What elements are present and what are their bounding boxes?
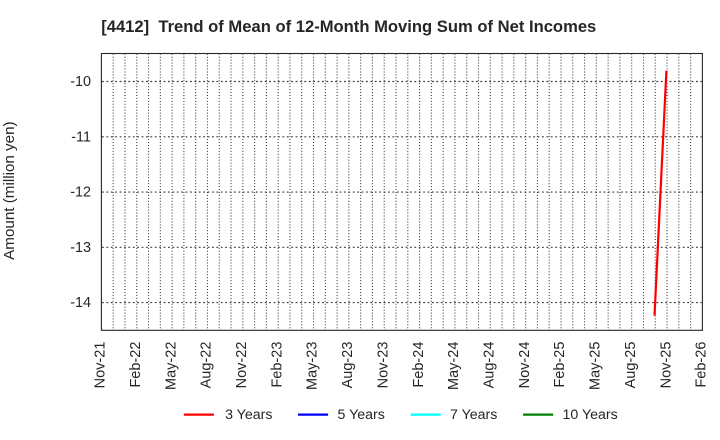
svg-text:-10: -10 xyxy=(70,74,91,90)
svg-text:Nov-23: Nov-23 xyxy=(375,342,391,389)
svg-text:Aug-23: Aug-23 xyxy=(340,342,356,389)
svg-text:Nov-24: Nov-24 xyxy=(517,342,533,389)
svg-text:Feb-23: Feb-23 xyxy=(269,342,285,388)
svg-text:May-25: May-25 xyxy=(588,342,604,390)
svg-text:Amount (million yen): Amount (million yen) xyxy=(1,121,18,259)
svg-text:Feb-25: Feb-25 xyxy=(552,342,568,388)
svg-text:Nov-21: Nov-21 xyxy=(93,342,109,389)
svg-text:7 Years: 7 Years xyxy=(450,407,497,423)
svg-text:Feb-22: Feb-22 xyxy=(128,342,144,388)
svg-text:Nov-22: Nov-22 xyxy=(234,342,250,389)
svg-text:[4412] Trend of Mean of 12-Mo: [4412] Trend of Mean of 12-Month Moving … xyxy=(101,17,596,36)
svg-text:Aug-24: Aug-24 xyxy=(481,342,497,389)
svg-text:10 Years: 10 Years xyxy=(563,407,618,423)
svg-text:May-24: May-24 xyxy=(446,342,462,390)
svg-text:Aug-22: Aug-22 xyxy=(199,342,215,389)
svg-text:-14: -14 xyxy=(70,295,91,311)
svg-text:-13: -13 xyxy=(70,240,91,256)
svg-text:5 Years: 5 Years xyxy=(338,407,385,423)
svg-text:Feb-26: Feb-26 xyxy=(694,342,710,388)
svg-text:Nov-25: Nov-25 xyxy=(658,342,674,389)
svg-text:May-22: May-22 xyxy=(163,342,179,390)
svg-text:-12: -12 xyxy=(70,185,91,201)
svg-text:May-23: May-23 xyxy=(305,342,321,390)
svg-text:-11: -11 xyxy=(71,129,91,145)
svg-text:Aug-25: Aug-25 xyxy=(623,342,639,389)
svg-text:3 Years: 3 Years xyxy=(225,407,272,423)
svg-text:Feb-24: Feb-24 xyxy=(411,342,427,388)
